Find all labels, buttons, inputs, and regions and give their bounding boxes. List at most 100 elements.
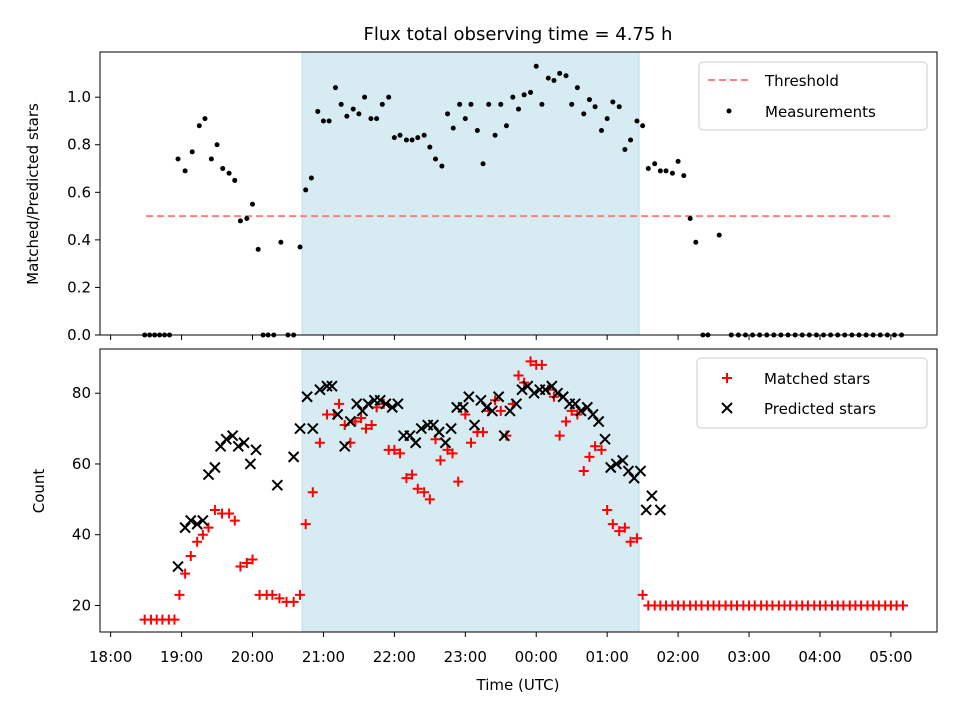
matched-star-point	[465, 437, 476, 448]
matched-star-point	[619, 522, 630, 533]
y-tick-label: 0.8	[67, 136, 91, 154]
y-tick-label: 40	[72, 526, 91, 544]
measurement-point	[604, 116, 610, 122]
predicted-star-point	[617, 454, 629, 467]
measurement-point	[189, 149, 195, 155]
predicted-star-point	[539, 383, 552, 396]
threshold-legend-label: Threshold	[764, 72, 839, 90]
measurement-point	[297, 244, 303, 250]
observing-window-rect	[301, 348, 640, 633]
count-panel: 20 40 60 80 18:00 19:00 20:00 21:00 22:00 23:00 0…	[30, 348, 938, 694]
predicted-star-point	[344, 415, 357, 428]
predicted-star-point	[480, 401, 493, 414]
matched-star-point	[407, 469, 418, 480]
measurements-legend-swatch	[726, 108, 732, 114]
matched-star-point	[180, 568, 191, 579]
predicted-star-point	[191, 518, 203, 530]
predicted-star-point	[339, 440, 351, 452]
measurement-point	[232, 177, 238, 183]
measurement-point	[450, 125, 456, 131]
matched-star-point	[295, 589, 306, 600]
predicted-star-point	[287, 451, 300, 463]
predicted-star-point	[244, 458, 257, 470]
measurement-point	[675, 158, 681, 164]
predicted-star-point	[307, 422, 319, 435]
ratio-plot-frame	[99, 51, 938, 336]
matched-star-point	[288, 596, 299, 607]
measurement-point	[439, 163, 445, 169]
predicted-star-point	[510, 398, 523, 410]
measurement-point	[237, 218, 243, 224]
matched-star-point	[274, 593, 285, 604]
x-tick-label: 23:00	[444, 648, 487, 666]
measurement-point	[326, 118, 332, 124]
measurement-point	[332, 85, 338, 91]
measurement-point	[569, 101, 575, 107]
measurement-point	[445, 111, 451, 117]
matched-star-point	[897, 600, 908, 611]
matched-star-point	[389, 444, 400, 455]
predicted-star-point	[498, 429, 511, 442]
x-tick-label: 18:00	[89, 648, 132, 666]
matched-star-point	[513, 370, 524, 381]
measurement-point	[539, 101, 545, 107]
x-tick-label: 20:00	[231, 648, 274, 666]
matched-star-point	[300, 519, 311, 530]
measurement-point	[368, 116, 374, 122]
count-legend-box	[696, 357, 928, 429]
measurement-point	[592, 104, 598, 110]
measurement-point	[687, 215, 693, 221]
matched-star-point	[554, 430, 565, 441]
predicted-star-point	[654, 504, 667, 516]
matched-star-point	[596, 444, 607, 455]
matched-star-point	[453, 476, 464, 487]
matched-star-point	[356, 412, 367, 423]
measurement-point	[480, 161, 486, 167]
predicted-star-point	[463, 391, 475, 403]
matched-star-point	[395, 448, 406, 459]
chart-title: Flux total observing time = 4.75 h	[364, 24, 673, 45]
matched-star-point	[307, 487, 318, 498]
matched-star-point	[169, 614, 180, 625]
y-tick-label: 1.0	[67, 88, 91, 106]
measurement-point	[338, 101, 344, 107]
predicted-star-point	[528, 387, 540, 399]
matched-star-point	[419, 487, 430, 498]
measurement-point	[356, 111, 362, 117]
measurement-point	[616, 104, 622, 110]
measurement-point	[468, 101, 474, 107]
predicted-star-point	[445, 422, 457, 435]
predicted-star-point	[551, 387, 564, 399]
predicted-star-point	[294, 422, 306, 435]
ratio-x-ticks	[110, 335, 892, 340]
measurement-point	[669, 170, 675, 176]
measurement-point	[628, 137, 634, 143]
predicted-star-point	[599, 433, 611, 445]
predicted-star-point	[492, 391, 505, 403]
matched-star-point	[424, 494, 435, 505]
measurement-point	[344, 113, 350, 119]
predicted-star-point	[457, 401, 469, 414]
matched-star-point	[536, 359, 547, 370]
measurement-point	[474, 127, 480, 133]
predicted-star-point	[197, 514, 209, 527]
predicted-star-point	[592, 415, 605, 428]
measurement-point	[421, 132, 427, 138]
predicted-star-point	[386, 401, 398, 414]
measurement-point	[415, 135, 421, 141]
predicted-star-point	[374, 394, 386, 407]
y-tick-label: 0.2	[67, 278, 91, 296]
x-tick-label: 21:00	[302, 648, 345, 666]
predicted-star-point	[172, 560, 184, 573]
measurement-point	[214, 142, 220, 148]
measurement-point	[598, 127, 604, 133]
x-tick-label: 19:00	[160, 648, 203, 666]
matched-star-point	[412, 483, 423, 494]
matched-star-point	[247, 554, 258, 565]
measurement-point	[533, 63, 539, 69]
matched-star-point	[203, 522, 214, 533]
matched-star-point	[241, 558, 252, 569]
count-y-axis-title: Count	[30, 469, 48, 514]
matched-star-point	[314, 437, 325, 448]
